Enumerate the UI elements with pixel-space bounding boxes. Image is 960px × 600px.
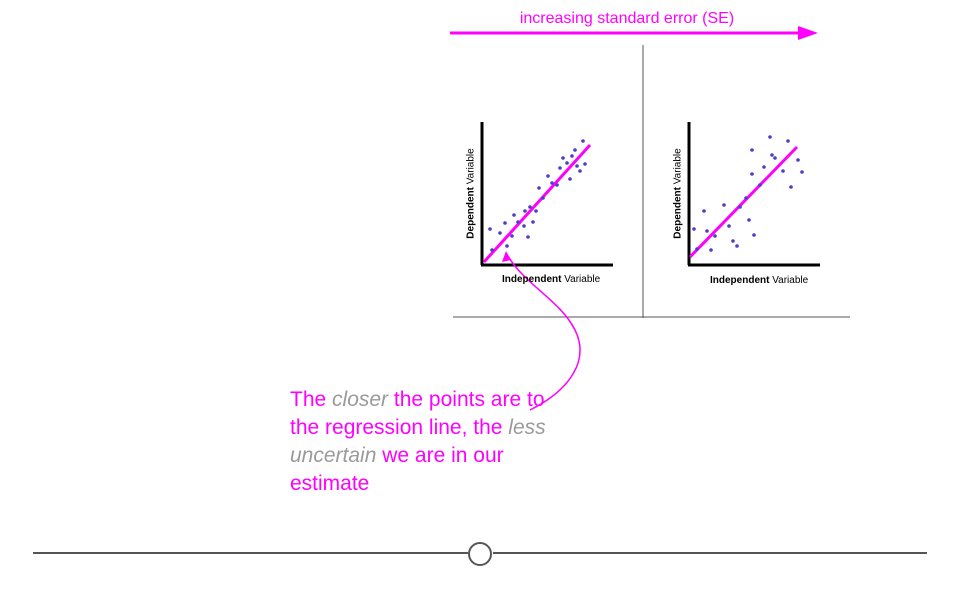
- data-point: [722, 203, 726, 207]
- data-point: [561, 156, 565, 160]
- regression-line: [482, 143, 592, 264]
- data-point: [709, 248, 713, 252]
- data-point: [768, 135, 772, 139]
- data-point: [747, 218, 751, 222]
- regression-line: [688, 145, 799, 259]
- data-point: [727, 224, 731, 228]
- data-point: [796, 158, 800, 162]
- data-point: [565, 161, 569, 165]
- data-point: [526, 235, 530, 239]
- y-axis-label: Dependent Variable: [465, 148, 477, 239]
- data-point: [575, 164, 579, 168]
- data-point: [781, 169, 785, 173]
- data-point: [735, 244, 739, 248]
- scatter-plot-high-se: [687, 122, 820, 267]
- callout-text: The closer the points are to the regress…: [290, 388, 546, 495]
- y-axis-label: Dependent Variable: [672, 148, 684, 239]
- data-point: [550, 181, 554, 185]
- data-point: [498, 231, 502, 235]
- data-point: [537, 186, 541, 190]
- data-point: [731, 239, 735, 243]
- data-point: [695, 247, 699, 251]
- data-point: [505, 244, 509, 248]
- data-point: [510, 234, 514, 238]
- scatter-plot-low-se: [480, 122, 613, 267]
- data-point: [512, 213, 516, 217]
- emphasis-less-uncertain: less uncertain: [290, 416, 546, 467]
- data-point: [558, 166, 562, 170]
- data-point: [522, 224, 526, 228]
- data-points: [488, 139, 587, 252]
- timeline: [33, 542, 927, 566]
- data-point: [702, 209, 706, 213]
- pointer-arrowhead-icon: [502, 251, 511, 262]
- data-points: [692, 135, 804, 252]
- pointer-curve: [507, 255, 581, 411]
- data-point: [770, 153, 774, 157]
- data-point: [692, 227, 696, 231]
- data-point: [578, 169, 582, 173]
- se-arrow-label: increasing standard error (SE): [519, 10, 735, 27]
- circle-marker-icon[interactable]: [468, 542, 492, 566]
- data-point: [581, 139, 585, 143]
- x-axis-label: Independent Variable: [710, 275, 809, 286]
- data-point: [713, 234, 717, 238]
- data-point: [762, 165, 766, 169]
- data-point: [789, 185, 793, 189]
- data-point: [573, 148, 577, 152]
- data-point: [705, 229, 709, 233]
- increasing-se-arrow: [450, 26, 818, 40]
- data-point: [758, 183, 762, 187]
- data-point: [750, 148, 754, 152]
- data-point: [541, 196, 545, 200]
- x-axis-label: Independent Variable: [502, 274, 601, 285]
- data-point: [503, 221, 507, 225]
- data-point: [738, 205, 742, 209]
- data-point: [528, 205, 532, 209]
- data-point: [568, 177, 572, 181]
- data-point: [523, 209, 527, 213]
- data-point: [516, 220, 520, 224]
- arrow-head-icon: [798, 26, 818, 40]
- data-point: [800, 170, 804, 174]
- callout-pointer: [502, 251, 581, 411]
- data-point: [752, 233, 756, 237]
- data-point: [750, 172, 754, 176]
- data-point: [583, 162, 587, 166]
- data-point: [773, 156, 777, 160]
- data-point: [534, 209, 538, 213]
- emphasis-closer: closer: [332, 388, 389, 411]
- data-point: [531, 220, 535, 224]
- data-point: [555, 183, 559, 187]
- data-point: [570, 154, 574, 158]
- data-point: [744, 196, 748, 200]
- data-point: [488, 227, 492, 231]
- data-point: [490, 248, 494, 252]
- data-point: [546, 174, 550, 178]
- data-point: [786, 139, 790, 143]
